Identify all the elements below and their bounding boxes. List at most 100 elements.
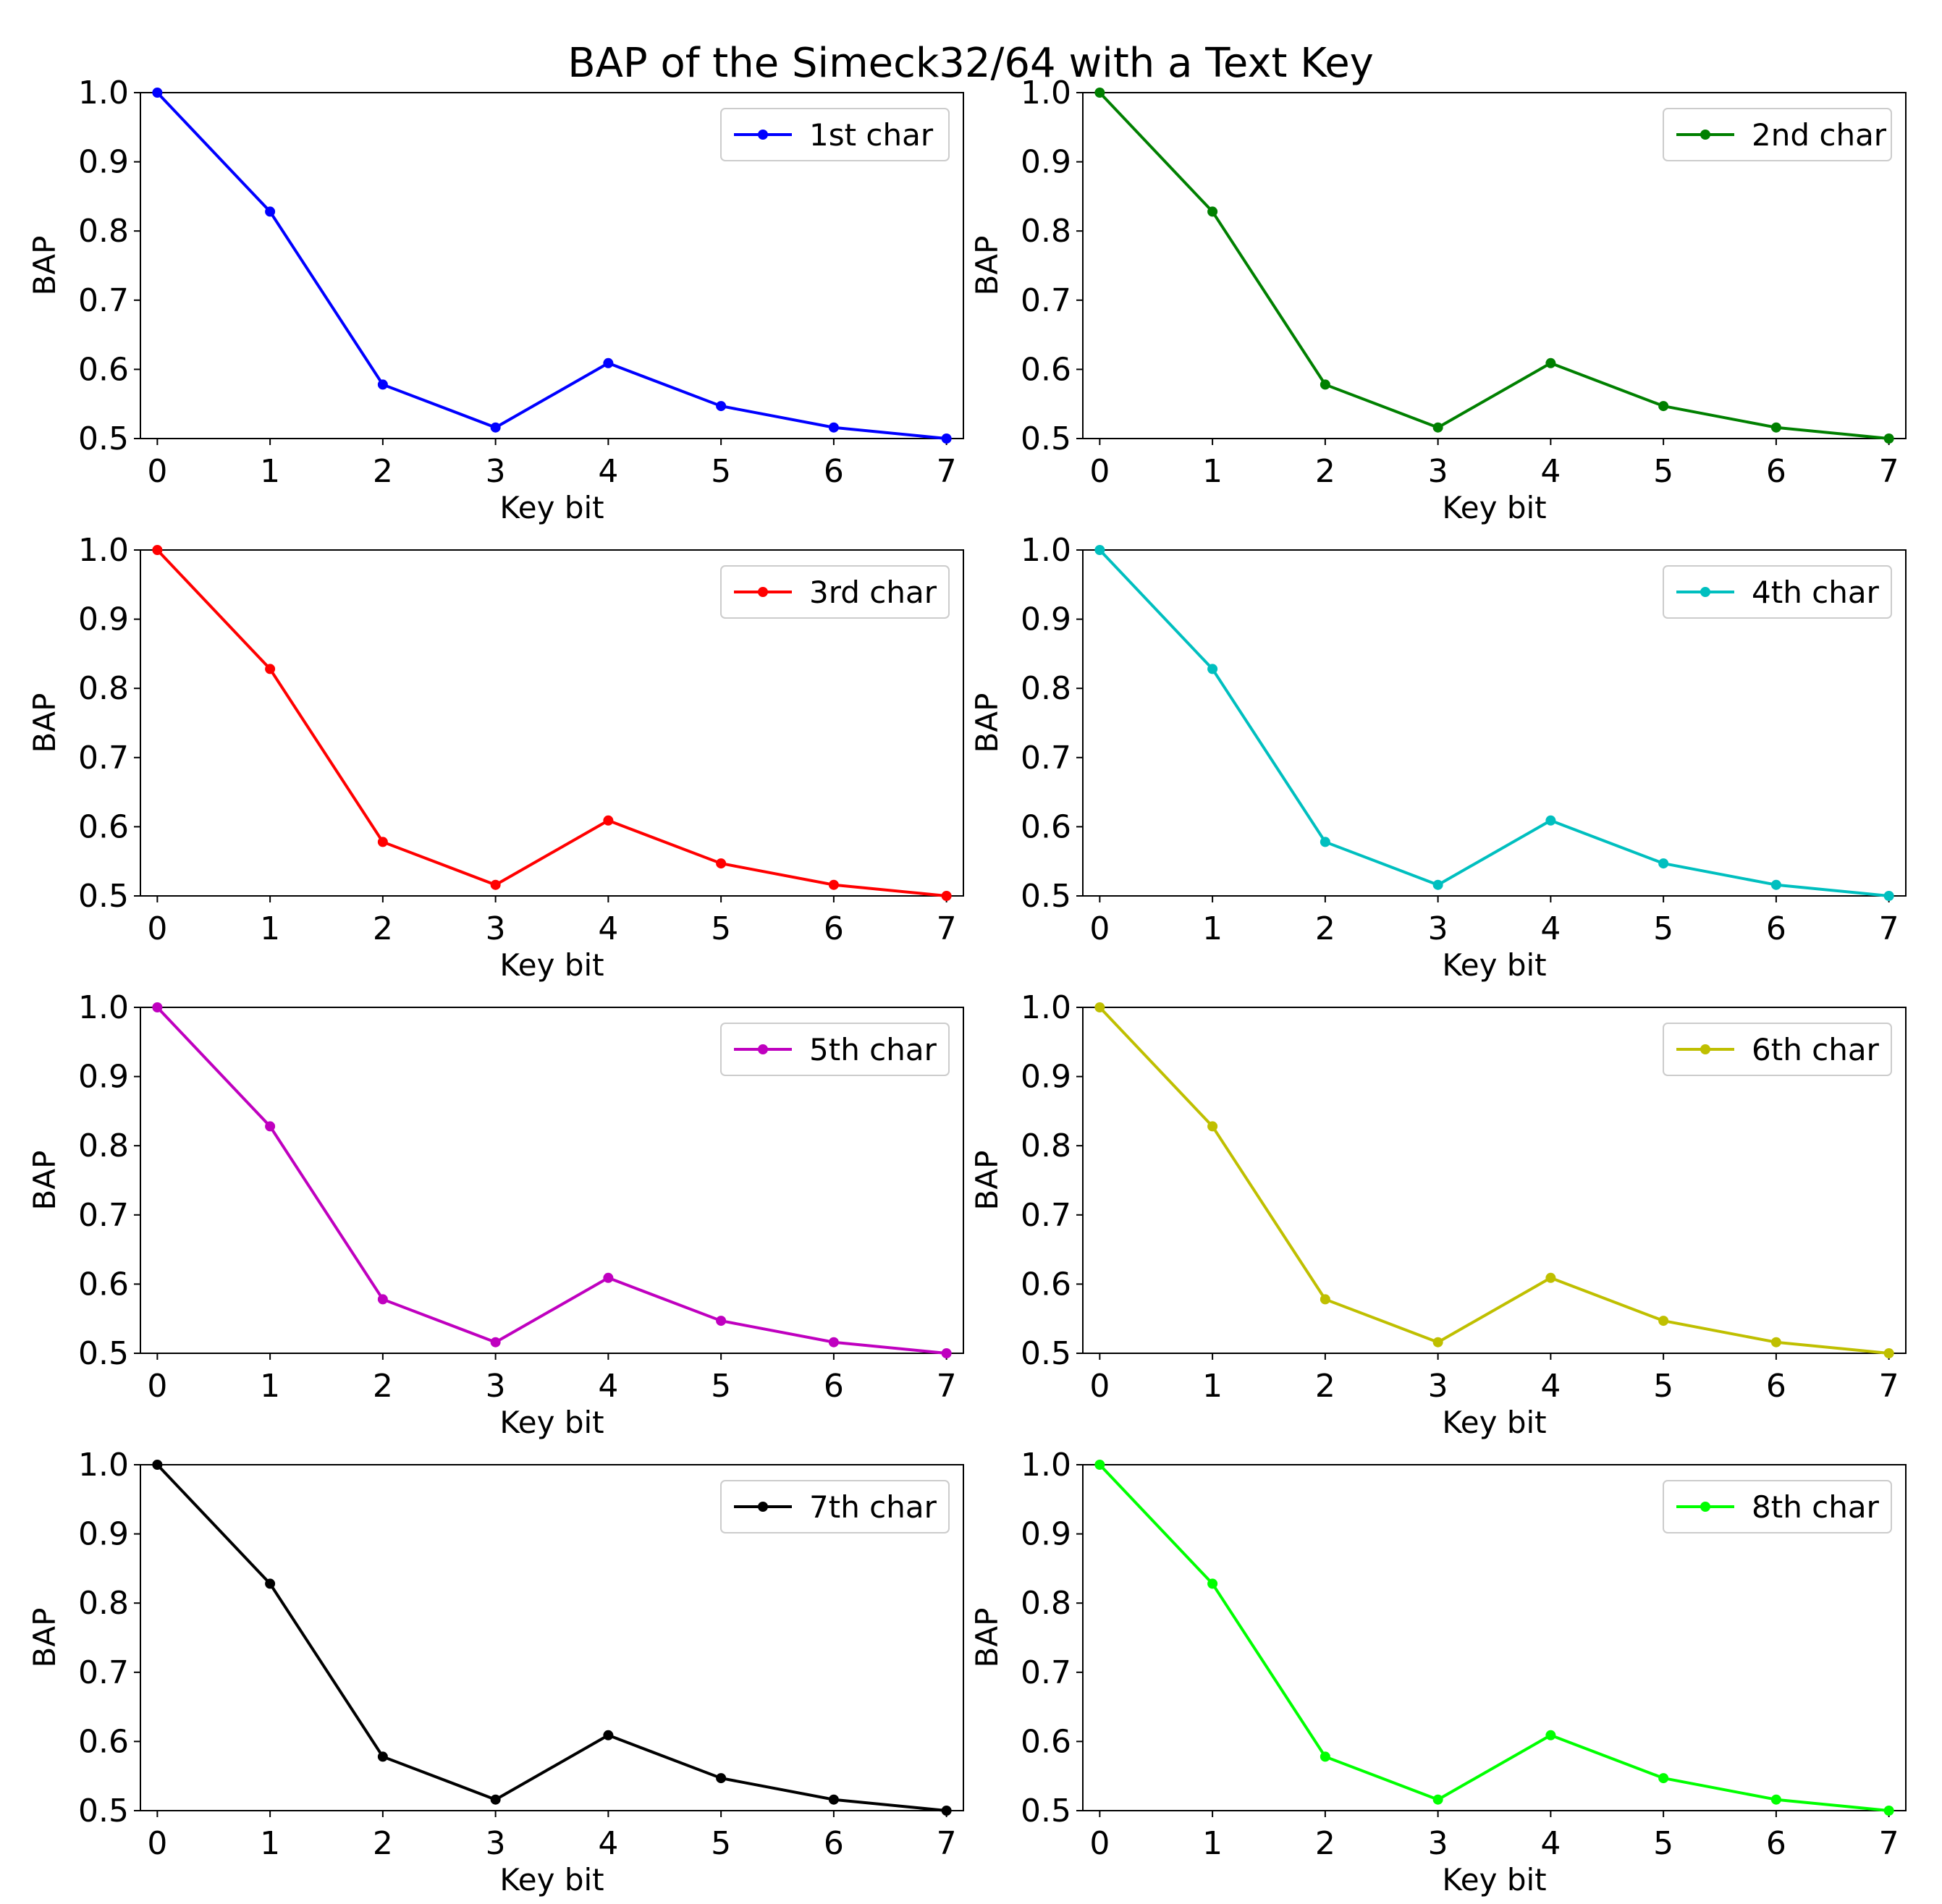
y-tick-label: 0.6 [1021, 1266, 1071, 1303]
legend-marker [758, 1502, 768, 1512]
y-tick-label: 0.7 [1021, 282, 1071, 319]
plot-frame [1082, 549, 1907, 897]
data-point [152, 1002, 163, 1012]
x-tick-label: 3 [1428, 910, 1448, 947]
data-point [1658, 858, 1669, 869]
legend-label: 8th char [1752, 1489, 1880, 1525]
y-tick-label: 0.9 [78, 1516, 129, 1553]
data-point [1770, 1794, 1781, 1805]
x-tick-label: 4 [598, 1368, 618, 1405]
x-tick-label: 0 [1089, 1825, 1110, 1862]
data-point [1658, 1773, 1669, 1784]
x-axis-label: Key bit [1442, 1862, 1546, 1897]
plot-frame [140, 1007, 964, 1354]
x-axis-label: Key bit [1442, 490, 1546, 525]
x-tick-label: 5 [1653, 1368, 1673, 1405]
data-point [1432, 422, 1443, 433]
x-tick-label: 4 [598, 1825, 618, 1862]
x-axis-label: Key bit [499, 947, 604, 983]
x-tick-label: 2 [1315, 1368, 1335, 1405]
data-point [603, 1730, 614, 1740]
y-tick-label: 0.7 [1021, 740, 1071, 777]
data-point [490, 1794, 501, 1805]
data-point [716, 401, 727, 412]
subplot: 0 1 2 3 4 5 6 7 0.5 0.6 0.7 0.8 0.9 1.0 Key bit BAP 5th … [27, 989, 964, 1440]
y-tick-label: 0.5 [1021, 1335, 1071, 1372]
x-tick-label: 6 [824, 453, 844, 490]
y-tick-label: 0.8 [78, 1127, 129, 1164]
x-tick-label: 0 [1089, 910, 1110, 947]
y-tick-label: 1.0 [1021, 532, 1071, 569]
x-tick-label: 0 [147, 910, 167, 947]
x-tick-label: 1 [260, 910, 280, 947]
y-tick-label: 1.0 [1021, 1447, 1071, 1484]
data-point [1770, 422, 1781, 433]
x-tick-label: 1 [1202, 1825, 1223, 1862]
y-axis-label: BAP [27, 1608, 62, 1668]
data-point [1883, 1348, 1894, 1358]
y-axis-label: BAP [27, 1151, 62, 1211]
data-point [490, 422, 501, 433]
data-point [828, 1794, 839, 1805]
x-tick-label: 6 [824, 1825, 844, 1862]
y-tick-label: 1.0 [78, 75, 129, 111]
subplot: 0 1 2 3 4 5 6 7 0.5 0.6 0.7 0.8 0.9 1.0 Key bit BAP 2nd … [969, 75, 1907, 525]
x-tick-label: 6 [824, 910, 844, 947]
x-tick-label: 6 [824, 1368, 844, 1405]
y-axis-label: BAP [969, 1608, 1005, 1668]
x-tick-label: 2 [1315, 910, 1335, 947]
x-tick-label: 5 [1653, 453, 1673, 490]
y-tick-label: 0.6 [1021, 1723, 1071, 1760]
data-point [1545, 815, 1556, 826]
legend-box [1663, 1480, 1892, 1533]
data-point [1432, 1794, 1443, 1805]
legend-label: 6th char [1752, 1032, 1880, 1067]
data-point [1094, 1002, 1105, 1012]
data-point [265, 1121, 276, 1132]
data-point [1094, 545, 1105, 555]
x-tick-label: 2 [373, 1825, 393, 1862]
data-point [377, 837, 388, 847]
y-tick-label: 0.8 [78, 1585, 129, 1622]
data-point [716, 858, 727, 869]
x-tick-label: 1 [260, 1368, 280, 1405]
y-axis-label: BAP [969, 236, 1005, 296]
y-tick-label: 0.9 [1021, 144, 1071, 181]
data-point [1207, 664, 1218, 674]
y-tick-label: 0.5 [1021, 420, 1071, 457]
legend-marker [758, 1044, 768, 1054]
x-axis-label: Key bit [499, 1862, 604, 1897]
x-tick-label: 3 [486, 453, 506, 490]
x-tick-label: 0 [1089, 453, 1110, 490]
subplot: 0 1 2 3 4 5 6 7 0.5 0.6 0.7 0.8 0.9 1.0 Key bit BAP 6th … [969, 989, 1907, 1440]
data-point [941, 891, 952, 901]
data-point [941, 1806, 952, 1816]
x-tick-label: 5 [711, 1825, 731, 1862]
legend-box [1663, 565, 1892, 619]
x-tick-label: 1 [1202, 910, 1223, 947]
x-tick-label: 0 [147, 453, 167, 490]
y-tick-label: 1.0 [1021, 75, 1071, 111]
data-point [828, 1337, 839, 1347]
data-point [1432, 1337, 1443, 1347]
legend-label: 7th char [809, 1489, 937, 1525]
y-tick-label: 0.5 [78, 1793, 129, 1829]
y-tick-label: 0.8 [1021, 213, 1071, 250]
y-tick-label: 0.7 [78, 282, 129, 319]
y-tick-label: 0.7 [78, 1197, 129, 1234]
y-tick-label: 0.5 [78, 1335, 129, 1372]
series-line [1098, 91, 1889, 440]
subplot-grid: 0 1 2 3 4 5 6 7 0.5 0.6 0.7 0.8 0.9 1.0 Key bit BAP 1st … [27, 75, 1907, 1897]
x-tick-label: 3 [1428, 1368, 1448, 1405]
legend-box [720, 108, 950, 161]
plot-frame [1082, 92, 1907, 439]
legend-label: 2nd char [1752, 117, 1887, 153]
x-tick-label: 2 [373, 1368, 393, 1405]
y-tick-label: 0.9 [1021, 1059, 1071, 1096]
data-point [1207, 206, 1218, 217]
data-point [490, 1337, 501, 1347]
x-tick-label: 1 [1202, 453, 1223, 490]
data-point [1320, 1751, 1330, 1762]
data-point [1207, 1121, 1218, 1132]
y-tick-label: 0.7 [1021, 1654, 1071, 1691]
